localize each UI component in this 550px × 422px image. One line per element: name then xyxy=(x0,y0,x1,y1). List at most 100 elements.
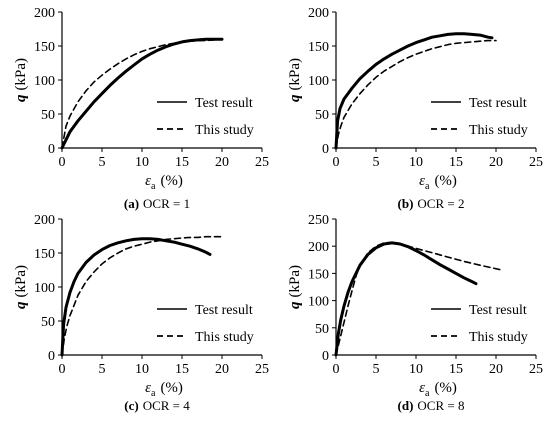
y-tick-label: 0 xyxy=(48,349,55,364)
y-tick-label: 200 xyxy=(34,6,55,21)
x-tick-label: 15 xyxy=(449,155,463,170)
y-tick-label: 150 xyxy=(34,247,55,262)
chart-panel-1: 0 5 10 15 20 25 0 50 100 150 200 q (kPa) εa (%) Test re… xyxy=(13,6,269,211)
y-tick-label: 0 xyxy=(48,142,55,157)
x-tick-label: 10 xyxy=(409,155,423,170)
x-tick-label: 0 xyxy=(59,155,66,170)
legend-label: Test result xyxy=(469,96,527,111)
panel-caption-text: OCR = 2 xyxy=(417,196,464,211)
x-tick-label: 0 xyxy=(333,362,340,377)
y-tick-label: 150 xyxy=(308,267,329,282)
y-tick-label: 150 xyxy=(308,40,329,55)
x-axis-label: εa (%) xyxy=(145,380,183,399)
y-tick-label: 0 xyxy=(322,142,329,157)
series-line-test-result xyxy=(334,241,478,357)
series-line-this-study xyxy=(61,235,223,356)
y-axis-unit: (kPa) xyxy=(287,265,303,298)
series-line-this-study xyxy=(335,39,497,149)
x-axis-unit: (%) xyxy=(434,173,457,189)
panel-caption-letter: (d) xyxy=(398,398,414,413)
y-tick-label: 0 xyxy=(322,349,329,364)
chart-panel-2: 0 5 10 15 20 25 0 50 100 150 200 q (kPa) εa (%) Test re… xyxy=(287,6,543,211)
y-axis-label: q (kPa) xyxy=(287,265,303,309)
y-axis-label: q (kPa) xyxy=(13,58,29,102)
y-tick-label: 50 xyxy=(315,322,329,337)
x-axis-symbol: ε xyxy=(145,380,151,396)
legend-label: This study xyxy=(469,123,528,138)
x-tick-label: 15 xyxy=(175,155,189,170)
series-line-this-study xyxy=(61,38,223,149)
x-tick-label: 15 xyxy=(175,362,189,377)
x-tick-label: 25 xyxy=(255,155,269,170)
x-tick-label: 25 xyxy=(255,362,269,377)
series-line-test-result xyxy=(60,237,212,357)
x-tick-label: 10 xyxy=(135,362,149,377)
panel-caption-letter: (c) xyxy=(124,398,138,413)
x-tick-label: 15 xyxy=(449,362,463,377)
series-line-test-result xyxy=(60,37,224,150)
y-tick-label: 100 xyxy=(308,295,329,310)
y-tick-label: 200 xyxy=(308,6,329,21)
panel-caption: (b) OCR = 2 xyxy=(398,196,465,211)
x-tick-label: 25 xyxy=(529,155,543,170)
x-tick-label: 5 xyxy=(373,155,380,170)
y-axis-label: q (kPa) xyxy=(287,58,303,102)
panel-caption: (c) OCR = 4 xyxy=(124,398,190,413)
x-axis-unit: (%) xyxy=(160,173,183,189)
y-tick-label: 200 xyxy=(34,213,55,228)
x-tick-label: 10 xyxy=(135,155,149,170)
panel-caption: (a) OCR = 1 xyxy=(124,196,190,211)
series-line-test-result xyxy=(334,32,494,150)
x-axis-subscript: a xyxy=(151,388,156,399)
y-axis-unit: (kPa) xyxy=(13,265,29,298)
x-axis-symbol: ε xyxy=(419,380,425,396)
x-tick-label: 20 xyxy=(489,155,503,170)
x-tick-label: 20 xyxy=(489,362,503,377)
y-axis-symbol: q xyxy=(13,94,29,102)
y-tick-label: 250 xyxy=(308,213,329,228)
y-axis-symbol: q xyxy=(287,301,303,309)
panel-caption-letter: (a) xyxy=(124,196,139,211)
x-tick-label: 5 xyxy=(99,362,106,377)
x-axis-label: εa (%) xyxy=(145,173,183,192)
x-tick-label: 25 xyxy=(529,362,543,377)
y-tick-label: 100 xyxy=(308,74,329,89)
legend-label: Test result xyxy=(195,96,253,111)
x-tick-label: 0 xyxy=(333,155,340,170)
y-axis-symbol: q xyxy=(13,301,29,309)
y-tick-label: 100 xyxy=(34,74,55,89)
y-tick-label: 100 xyxy=(34,281,55,296)
x-tick-label: 5 xyxy=(373,362,380,377)
panel-caption: (d) OCR = 8 xyxy=(398,398,465,413)
legend-label: This study xyxy=(469,330,528,345)
x-axis-unit: (%) xyxy=(160,380,183,396)
y-axis-unit: (kPa) xyxy=(13,58,29,91)
x-axis-symbol: ε xyxy=(419,173,425,189)
y-axis-unit: (kPa) xyxy=(287,58,303,91)
panel-caption-text: OCR = 4 xyxy=(143,398,191,413)
chart-panel-3: 0 5 10 15 20 25 0 50 100 150 200 q (kPa) εa (%) Test re… xyxy=(13,213,269,413)
legend-label: This study xyxy=(195,330,254,345)
x-tick-label: 20 xyxy=(215,155,229,170)
x-tick-label: 10 xyxy=(409,362,423,377)
legend-label: Test result xyxy=(469,303,527,318)
legend-label: This study xyxy=(195,123,254,138)
y-tick-label: 50 xyxy=(41,108,55,123)
y-tick-label: 150 xyxy=(34,40,55,55)
x-axis-subscript: a xyxy=(151,181,156,192)
x-axis-subscript: a xyxy=(425,181,430,192)
x-axis-symbol: ε xyxy=(145,173,151,189)
x-axis-unit: (%) xyxy=(434,380,457,396)
x-axis-subscript: a xyxy=(425,388,430,399)
x-tick-label: 0 xyxy=(59,362,66,377)
panel-caption-text: OCR = 8 xyxy=(417,398,464,413)
y-tick-label: 200 xyxy=(308,240,329,255)
legend-label: Test result xyxy=(195,303,253,318)
x-tick-label: 20 xyxy=(215,362,229,377)
y-tick-label: 50 xyxy=(41,315,55,330)
x-axis-label: εa (%) xyxy=(419,173,457,192)
y-tick-label: 50 xyxy=(315,108,329,123)
x-axis-label: εa (%) xyxy=(419,380,457,399)
